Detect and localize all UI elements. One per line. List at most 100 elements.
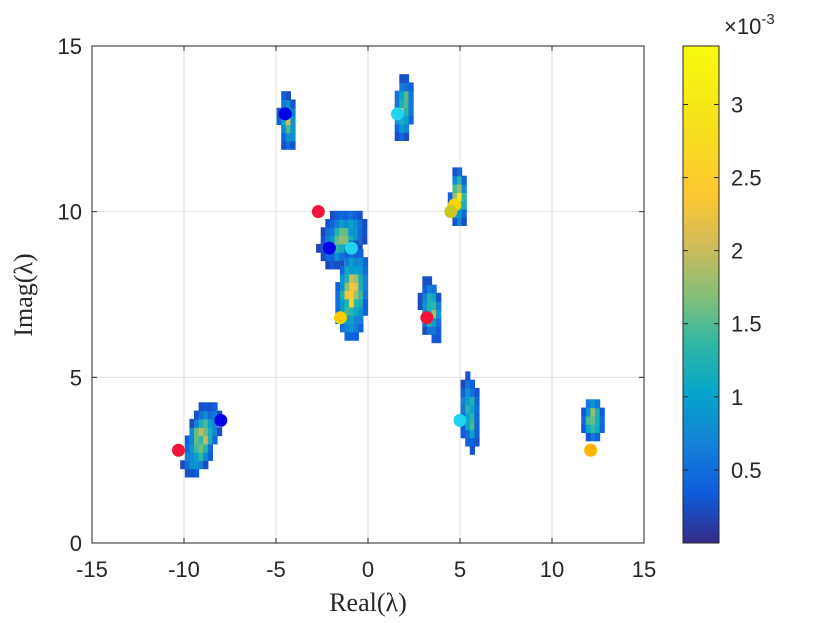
heatmap-cell: [329, 235, 336, 245]
marker-points: [171, 107, 598, 457]
heatmap-cell: [394, 123, 400, 133]
heatmap-cell: [339, 252, 345, 262]
heatmap-cell: [212, 402, 218, 412]
heatmap-cell: [358, 323, 364, 333]
heatmap-cell: [348, 235, 354, 245]
heatmap-cell: [452, 184, 458, 193]
heatmap-cell: [290, 132, 296, 142]
heatmap-cell: [194, 468, 200, 478]
marker-point: [214, 413, 228, 427]
heatmap-cell: [344, 273, 350, 283]
marker-point: [333, 311, 347, 325]
heatmap-cell: [460, 396, 466, 406]
heatmap-cell: [358, 265, 364, 275]
x-tick-label: 5: [454, 557, 466, 582]
x-tick-label: -10: [168, 557, 200, 582]
heatmap-cell: [436, 301, 442, 310]
colorbar: [682, 45, 720, 544]
heatmap-cell: [581, 424, 587, 433]
heatmap-cell: [334, 235, 340, 245]
heatmap-cell: [599, 424, 605, 433]
heatmap-cell: [184, 452, 190, 461]
heatmap-cell: [339, 235, 345, 245]
heatmap-cell: [460, 379, 466, 389]
heatmap-cell: [207, 410, 213, 420]
heatmap-cell: [595, 399, 601, 409]
heatmap-cell: [334, 219, 340, 228]
colorbar-tick-label: 1.5: [731, 312, 762, 337]
heatmap-cell: [358, 315, 364, 325]
heatmap-cell: [335, 298, 341, 308]
heatmap-cell: [339, 273, 346, 283]
heatmap-cell: [469, 445, 475, 455]
heatmap-cell: [189, 443, 195, 453]
y-axis-label: Imag(λ): [9, 253, 38, 336]
heatmap-cell: [403, 99, 410, 108]
heatmap-cell: [452, 192, 458, 202]
heatmap-cell: [469, 379, 475, 389]
heatmap-cell: [344, 282, 350, 291]
heatmap-cell: [339, 265, 346, 275]
heatmap-cell: [426, 301, 433, 310]
colorbar-exponent: ×10-3: [724, 11, 775, 39]
heatmap-cell: [357, 219, 363, 228]
heatmap-cell: [585, 399, 591, 409]
heatmap-cell: [362, 298, 369, 308]
heatmap-cell: [207, 452, 213, 461]
heatmap-cell: [281, 99, 287, 109]
heatmap-cell: [465, 379, 471, 389]
colorbar-tick-label: 1: [731, 385, 743, 410]
y-tick-label: 10: [58, 200, 82, 225]
heatmap-cell: [422, 284, 428, 294]
heatmap-cell: [436, 317, 442, 327]
heatmap-cell: [469, 396, 475, 406]
heatmap-cell: [362, 227, 368, 237]
heatmap-cell: [207, 435, 213, 445]
heatmap-cell: [399, 74, 405, 84]
heatmap-cell: [335, 282, 341, 291]
heatmap-cell: [339, 298, 346, 308]
heatmap-cell: [180, 460, 186, 470]
heatmap-cell: [403, 90, 410, 100]
heatmap-cell: [362, 235, 368, 245]
heatmap-cell: [212, 410, 218, 420]
heatmap-cell: [198, 460, 204, 470]
heatmap-cell: [198, 418, 204, 428]
heatmap-cell: [285, 132, 291, 142]
heatmap-cell: [334, 210, 340, 220]
heatmap-cell: [285, 124, 291, 134]
heatmap-cell: [408, 107, 414, 117]
heatmap-cell: [290, 140, 296, 150]
heatmap-cell: [474, 404, 480, 414]
heatmap-cell: [436, 292, 442, 302]
heatmap-cell: [194, 443, 200, 453]
heatmap-cell: [334, 260, 340, 270]
colorbar-tick-label: 3: [731, 92, 743, 117]
heatmap-cell: [460, 387, 466, 397]
heatmap-cell: [349, 331, 355, 341]
heatmap-cell: [436, 309, 442, 319]
heatmap-cell: [599, 407, 605, 417]
heatmap-cell: [212, 418, 218, 428]
heatmap-cell: [344, 306, 350, 316]
heatmap-cell: [285, 116, 291, 125]
heatmap-cell: [285, 99, 291, 109]
heatmap-cell: [431, 309, 437, 319]
heatmap-cell: [403, 74, 410, 84]
heatmap-cell: [357, 243, 363, 253]
heatmap-cell: [357, 227, 363, 237]
heatmap-cell: [281, 116, 287, 125]
heatmap-cell: [590, 415, 596, 425]
heatmap-cell: [457, 192, 463, 202]
heatmap-cell: [585, 407, 591, 417]
heatmap-cell: [344, 315, 350, 325]
heatmap-cell: [585, 424, 591, 433]
heatmap-cell: [325, 219, 331, 228]
heatmap-cell: [358, 257, 364, 267]
colorbar-exponent-power: -3: [761, 11, 774, 28]
heatmap-cell: [474, 421, 480, 430]
heatmap-cell: [422, 326, 428, 335]
heatmap-cell: [334, 252, 340, 262]
heatmap-cell: [349, 265, 355, 275]
